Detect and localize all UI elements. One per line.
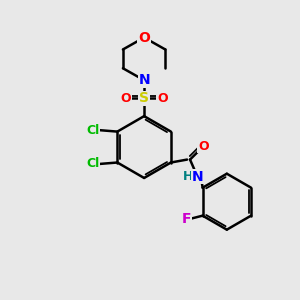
Text: F: F — [182, 212, 191, 226]
Text: O: O — [121, 92, 131, 105]
Text: N: N — [192, 169, 204, 184]
Text: N: N — [138, 73, 150, 87]
Text: H: H — [183, 170, 193, 183]
Text: Cl: Cl — [87, 124, 100, 136]
Text: O: O — [138, 31, 150, 44]
Text: Cl: Cl — [87, 158, 100, 170]
Text: O: O — [198, 140, 208, 153]
Text: S: S — [139, 92, 149, 106]
Text: O: O — [157, 92, 168, 105]
